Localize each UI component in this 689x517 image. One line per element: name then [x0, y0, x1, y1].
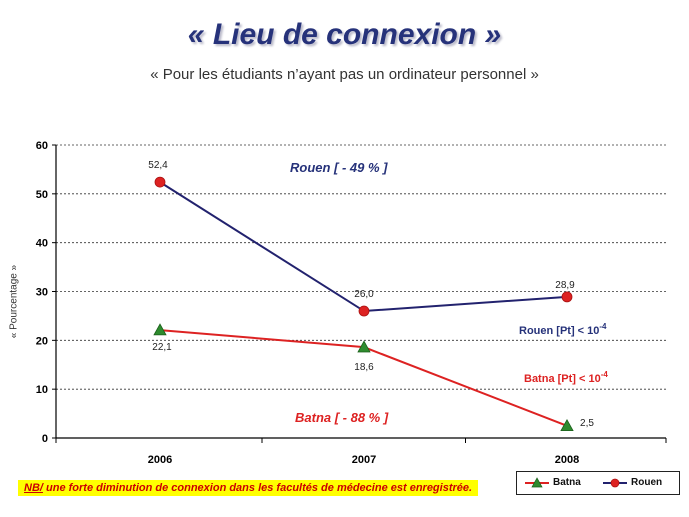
- x-tick-label-2006: 2006: [148, 454, 172, 466]
- batna-significance-exponent: -4: [601, 370, 609, 379]
- legend-swatches: [525, 477, 627, 488]
- data-labels: 22,1 18,6 2,5 52,4 26,0 28,9: [148, 160, 594, 429]
- y-tick-labels: 0 10 20 30 40 50 60: [36, 140, 48, 445]
- series-markers: [153, 176, 574, 431]
- y-tick-label-10: 10: [36, 384, 48, 396]
- batna-point-2006: [153, 323, 167, 336]
- rouen-change-annotation: Rouen [ - 49 % ]: [290, 160, 388, 175]
- x-tick-label-2008: 2008: [555, 454, 579, 466]
- y-tick-label-0: 0: [42, 433, 48, 445]
- batna-point-2007: [357, 340, 371, 353]
- axes: [52, 144, 667, 443]
- y-tick-label-40: 40: [36, 238, 48, 250]
- y-tick-label-20: 20: [36, 335, 48, 347]
- y-tick-label-50: 50: [36, 189, 48, 201]
- rouen-significance-text: Rouen [Pt] < 10: [519, 325, 599, 337]
- rouen-significance-exponent: -4: [599, 322, 607, 331]
- data-label-batna-point-2007: 18,6: [354, 362, 374, 373]
- batna-change-annotation: Batna [ - 88 % ]: [295, 410, 389, 425]
- legend-label-batna: Batna: [553, 477, 581, 488]
- rouen-point-2008: [561, 291, 573, 303]
- batna-significance-text: Batna [Pt] < 10: [524, 373, 601, 385]
- rouen-significance-annotation: Rouen [Pt] < 10-4: [519, 322, 607, 337]
- x-tick-labels: 2006 2007 2008: [148, 454, 579, 466]
- legend-rouen-marker: [610, 478, 620, 488]
- rouen-point-2006: [154, 176, 166, 188]
- data-label-rouen-point-2007: 26,0: [354, 289, 374, 300]
- legend: Batna Rouen: [516, 471, 680, 495]
- footnote-text: une forte diminution de connexion dans l…: [42, 482, 473, 494]
- annotations: Rouen [ - 49 % ] Batna [ - 88 % ] Rouen …: [290, 160, 608, 425]
- data-label-rouen-point-2008: 28,9: [555, 280, 575, 291]
- legend-batna-marker: [531, 477, 543, 488]
- rouen-point-2007: [358, 305, 370, 317]
- batna-point-2008: [560, 418, 574, 431]
- y-tick-label-30: 30: [36, 287, 48, 299]
- footnote-prefix: NB/: [24, 482, 43, 494]
- x-tick-label-2007: 2007: [352, 454, 376, 466]
- data-label-batna-point-2008: 2,5: [580, 418, 594, 429]
- batna-significance-annotation: Batna [Pt] < 10-4: [524, 370, 608, 385]
- legend-label-rouen: Rouen: [631, 477, 663, 488]
- chart-title: « Lieu de connexion »: [187, 18, 502, 51]
- grid-lines: [56, 144, 666, 390]
- chart-subtitle: « Pour les étudiants n’ayant pas un ordi…: [150, 66, 539, 83]
- y-tick-label-60: 60: [36, 140, 48, 152]
- data-label-rouen-point-2006: 52,4: [148, 160, 168, 171]
- footnote: NB/ une forte diminution de connexion da…: [18, 480, 479, 496]
- data-label-batna-point-2006: 22,1: [152, 342, 172, 353]
